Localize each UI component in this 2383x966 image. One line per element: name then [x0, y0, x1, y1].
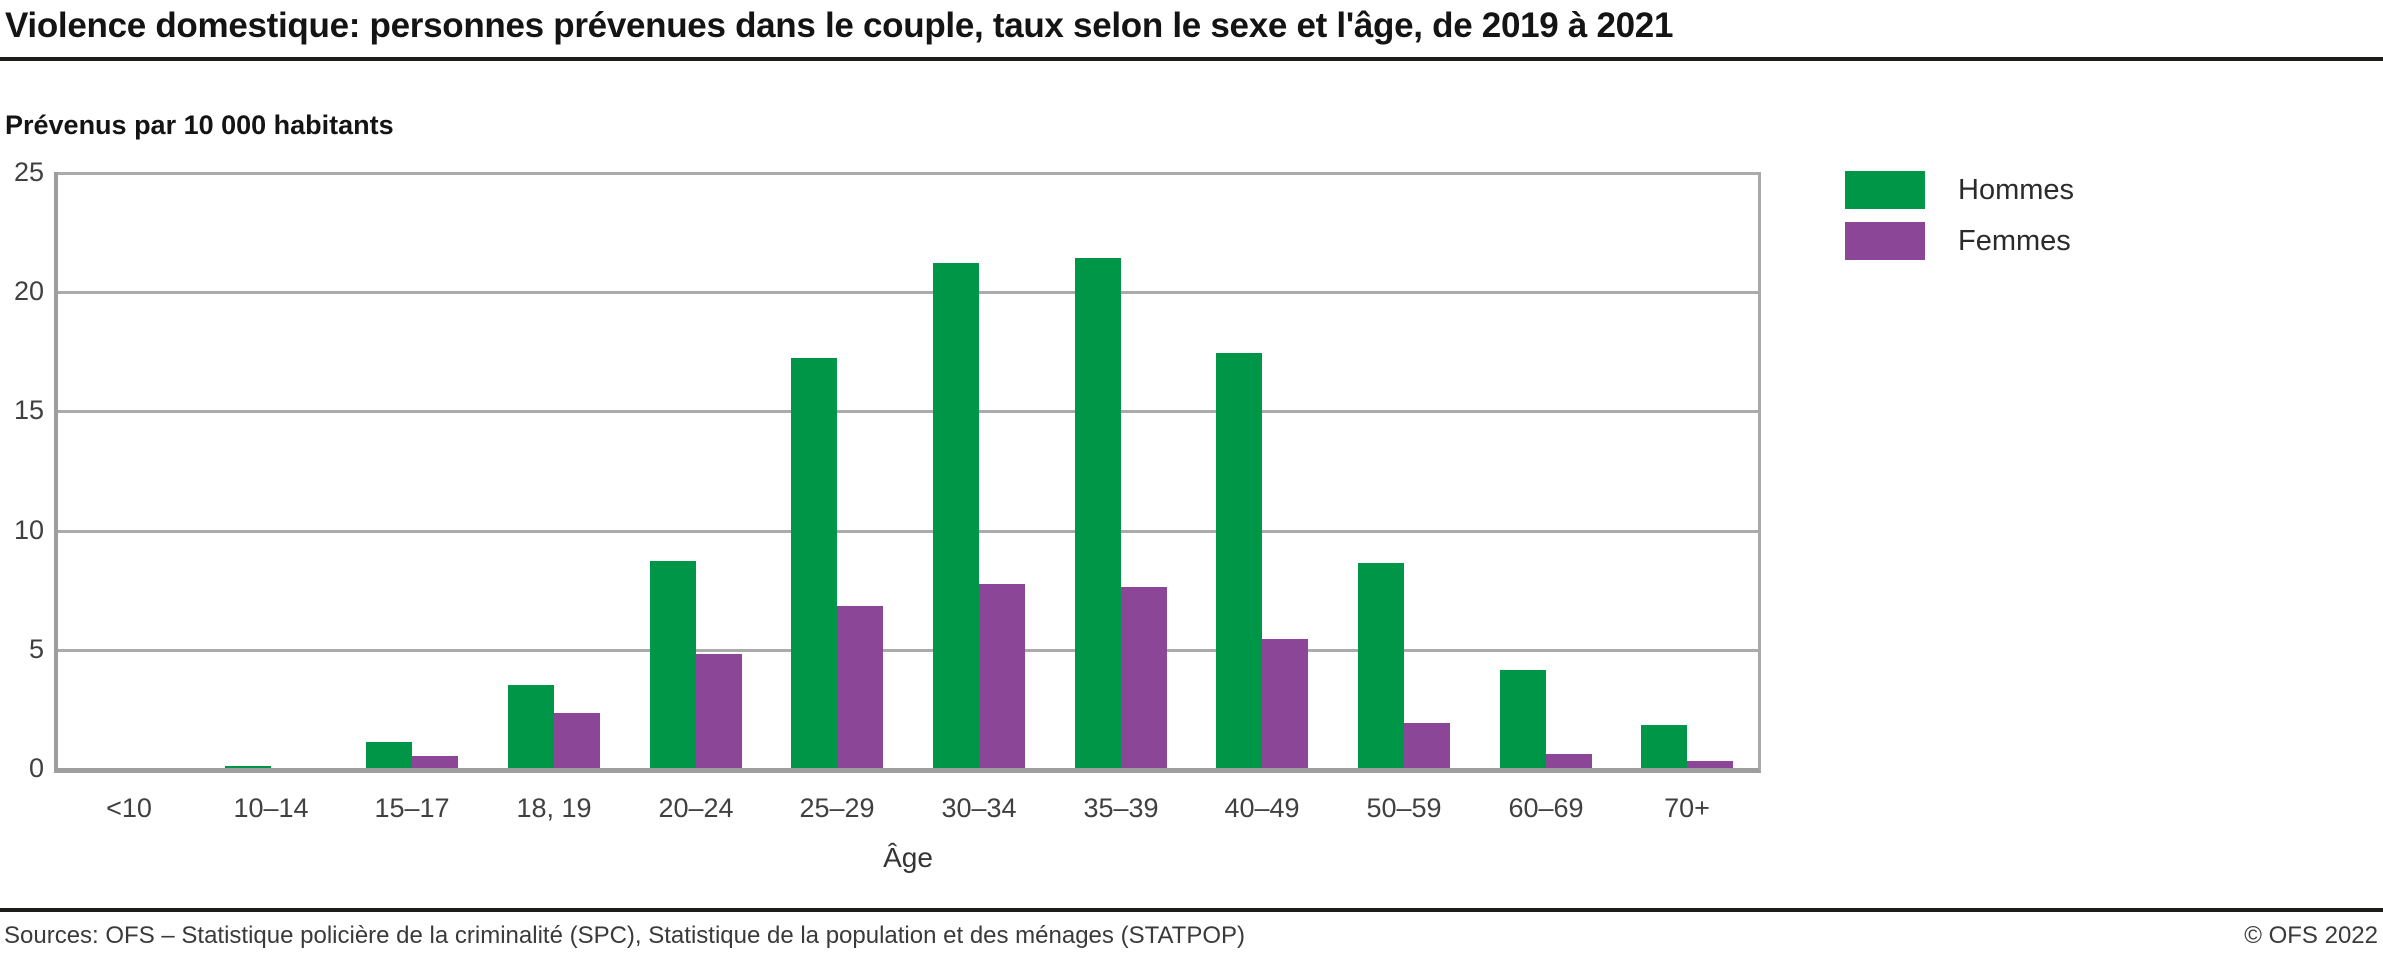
bar-hommes-60-69 — [1500, 670, 1546, 768]
bar-femmes-50-59 — [1404, 723, 1450, 768]
bar-femmes-20-24 — [696, 654, 742, 768]
bar-hommes-30-34 — [933, 263, 979, 768]
x-tick-label-30-34: 30–34 — [941, 793, 1017, 823]
x-tick-label-60-69: 60–69 — [1508, 793, 1584, 823]
x-tick-label-50-59: 50–59 — [1366, 793, 1442, 823]
bar-hommes-35-39 — [1075, 258, 1121, 768]
bar-femmes-30-34 — [979, 584, 1025, 768]
y-axis-unit-label: Prévenus par 10 000 habitants — [5, 110, 394, 140]
bar-hommes-25-29 — [791, 358, 837, 768]
bar-hommes-50-59 — [1358, 563, 1404, 768]
legend-item-femmes: Femmes — [1845, 222, 2074, 260]
x-tick-label-10: <10 — [106, 793, 152, 823]
bar-hommes-18-19 — [508, 685, 554, 768]
x-tick-label-35-39: 35–39 — [1083, 793, 1159, 823]
footer-divider — [0, 908, 2383, 912]
x-tick-label-20-24: 20–24 — [658, 793, 734, 823]
gridline-y20 — [58, 291, 1758, 294]
bar-hommes-20-24 — [650, 561, 696, 768]
x-tick-label-25-29: 25–29 — [799, 793, 875, 823]
x-axis-title: Âge — [883, 842, 933, 873]
title-divider — [0, 57, 2383, 61]
x-axis-tick-labels: <10 10–14 15–17 18, 19 20–24 25–29 30–34 35–39 4… — [58, 793, 1758, 827]
gridline-y5 — [58, 649, 1758, 652]
bar-femmes-35-39 — [1121, 587, 1167, 768]
y-tick-label-15: 15 — [13, 395, 44, 425]
legend-label-hommes: Hommes — [1958, 173, 2075, 206]
bar-femmes-60-69 — [1546, 754, 1592, 768]
y-tick-label-25: 25 — [13, 157, 44, 187]
legend-swatch-hommes — [1845, 171, 1925, 209]
x-tick-label-15-17: 15–17 — [374, 793, 450, 823]
legend-label-femmes: Femmes — [1958, 224, 2071, 257]
footer-sources: Sources: OFS – Statistique policière de … — [4, 922, 1246, 949]
bar-hommes-15-17 — [366, 742, 412, 768]
bar-hommes-10-14 — [225, 766, 271, 768]
y-tick-label-0: 0 — [28, 753, 44, 783]
x-tick-label-40-49: 40–49 — [1224, 793, 1300, 823]
bar-hommes-70 — [1641, 725, 1687, 768]
page-title: Violence domestique: personnes prévenues… — [5, 6, 1674, 45]
bar-femmes-15-17 — [412, 756, 458, 768]
x-tick-label-18-19: 18, 19 — [516, 793, 592, 823]
bar-femmes-25-29 — [837, 606, 883, 768]
x-tick-label-70: 70+ — [1664, 793, 1710, 823]
gridline-y10 — [58, 530, 1758, 533]
y-tick-label-10: 10 — [13, 515, 44, 545]
gridline-y15 — [58, 410, 1758, 413]
y-tick-label-20: 20 — [13, 276, 44, 306]
bar-femmes-18-19 — [554, 713, 600, 768]
y-tick-label-5: 5 — [28, 634, 44, 664]
x-tick-label-10-14: 10–14 — [233, 793, 309, 823]
chart-legend: Hommes Femmes — [1845, 171, 2074, 273]
gridline-y25 — [58, 172, 1758, 175]
y-axis-tick-labels: 0 5 10 15 20 25 — [0, 157, 44, 783]
footer-copyright: © OFS 2022 — [2244, 922, 2378, 949]
plot-area — [54, 172, 1761, 773]
bar-hommes-40-49 — [1216, 353, 1262, 768]
legend-swatch-femmes — [1845, 222, 1925, 260]
legend-item-hommes: Hommes — [1845, 171, 2074, 209]
bar-femmes-40-49 — [1262, 639, 1308, 768]
bar-femmes-70 — [1687, 761, 1733, 768]
